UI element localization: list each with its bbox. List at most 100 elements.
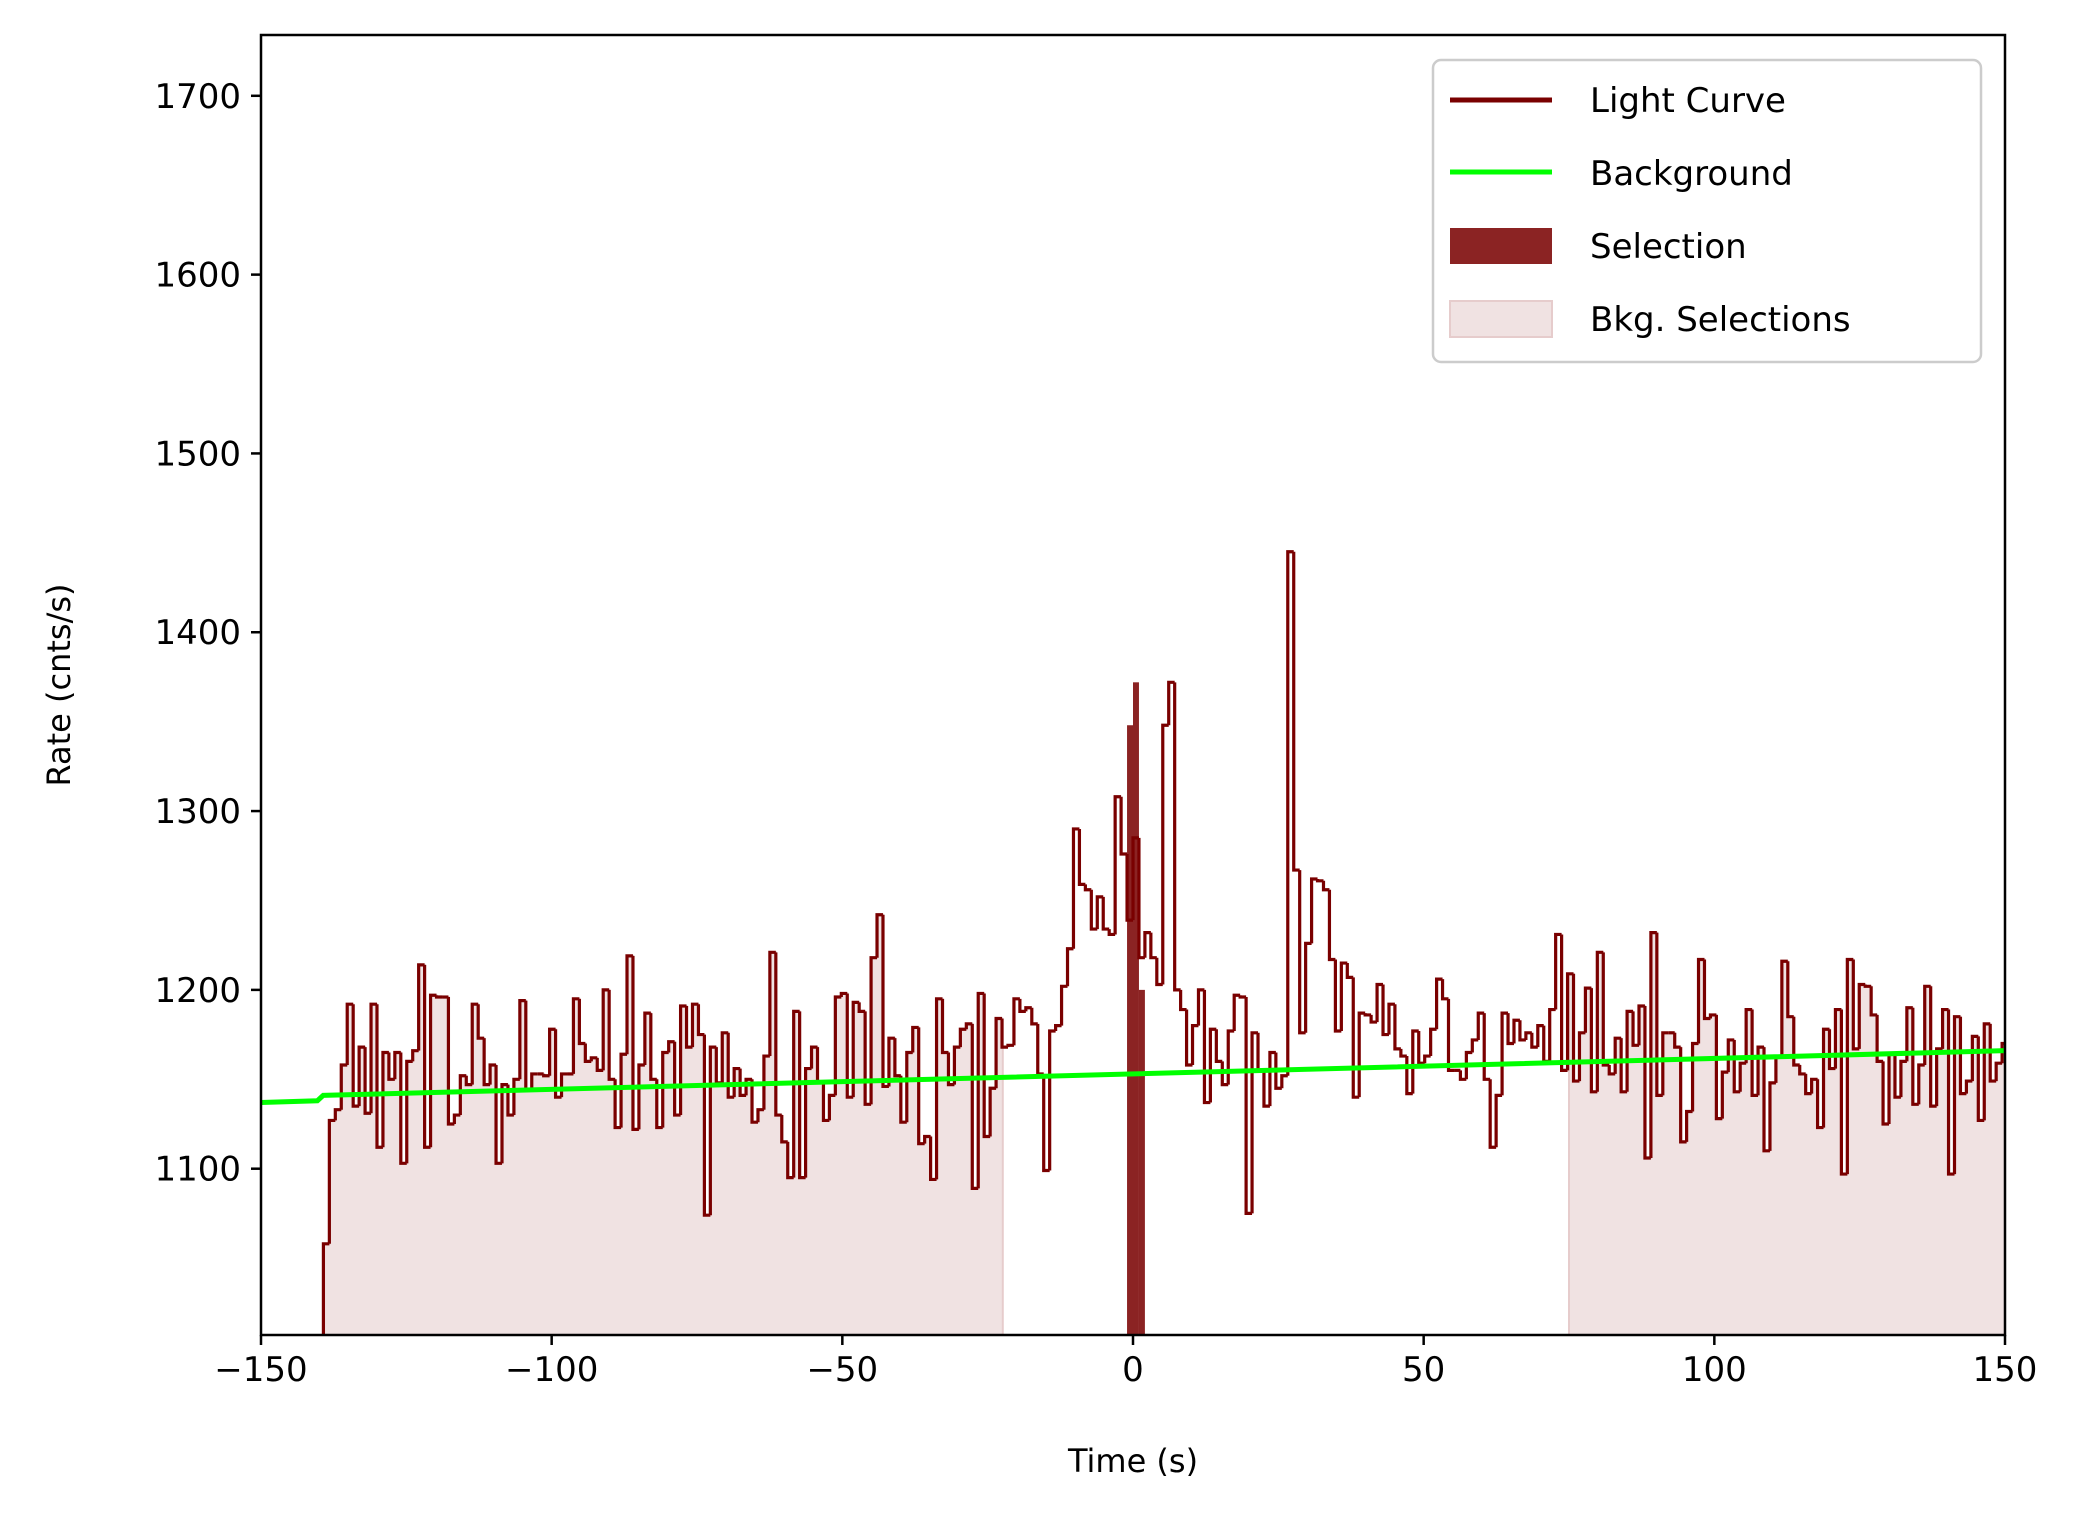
light-curve-bin [351, 1004, 360, 1108]
light-curve-bin [976, 991, 985, 1189]
light-curve-bin [875, 913, 883, 958]
light-curve-bin [1815, 1079, 1824, 1130]
light-curve-bin [357, 1045, 366, 1107]
light-curve-bin [393, 1050, 401, 1080]
light-curve-bin [1833, 1007, 1842, 1069]
light-curve-bin [1756, 1045, 1764, 1096]
light-curve-bin [1786, 961, 1794, 1019]
light-curve-bin [1137, 837, 1145, 960]
light-curve-bin [1030, 1007, 1038, 1026]
light-curve-bin [518, 999, 526, 1080]
light-curve-bin [506, 1084, 514, 1117]
y-tick-label: 1100 [154, 1150, 241, 1190]
light-curve-bin [1601, 952, 1610, 1067]
light-curve-bin [1482, 1013, 1491, 1081]
light-curve-bin [917, 1027, 925, 1146]
light-curve-bin [1304, 941, 1312, 1033]
light-curve-bin [1792, 1016, 1800, 1067]
light-curve-bin [851, 1000, 860, 1098]
light-curve-bin [1250, 1031, 1259, 1214]
light-curve-bin [1589, 988, 1598, 1094]
x-tick-label: −150 [214, 1350, 307, 1390]
light-curve-bin [1952, 1015, 1961, 1175]
light-curve-bin [1054, 1024, 1062, 1032]
light-curve-bin [1077, 828, 1086, 886]
light-curve-bin [1661, 1031, 1669, 1096]
light-curve-bin [405, 1059, 413, 1164]
light-curve-bin [1399, 1048, 1407, 1058]
light-curve-bin [1012, 997, 1020, 1046]
legend-box [1431, 58, 1983, 364]
legend-bkg-selections-swatch [1449, 300, 1553, 338]
light-curve-bin [1131, 836, 1139, 921]
light-curve-bin [809, 1045, 818, 1069]
light-curve-bin [1583, 986, 1592, 1033]
light-curve-bin [625, 954, 633, 1055]
light-curve-bin [726, 1032, 735, 1099]
light-curve-bin [1292, 551, 1300, 872]
light-curve-bin [1280, 1074, 1288, 1089]
light-curve-bin [738, 1068, 747, 1097]
light-curve-bin [655, 1079, 663, 1130]
light-curve-bin [1321, 880, 1330, 892]
light-curve-bin [1827, 1029, 1836, 1071]
light-curve-bin [1869, 986, 1878, 1017]
light-curve-bin [1565, 972, 1574, 1071]
light-curve-bin [1125, 853, 1133, 922]
light-curve-bin [423, 964, 431, 1149]
light-curve-bin [684, 1005, 693, 1049]
light-curve-bin [1208, 1027, 1217, 1103]
light-curve-bin [1149, 932, 1157, 960]
light-curve-bin [1976, 1036, 1985, 1123]
light-curve-bin [678, 1004, 687, 1116]
light-curve-bin [1595, 950, 1604, 1092]
y-axis-label: Rate (cnts/s) [40, 583, 78, 786]
selection-bar [1133, 682, 1139, 1335]
light-curve-bin [1387, 1002, 1395, 1035]
light-curve-bin [1762, 1047, 1770, 1153]
light-curve-bin [881, 914, 889, 1089]
light-curve-bin [1905, 1006, 1913, 1062]
light-curve-bin [1333, 959, 1342, 1033]
light-curve-bin [1851, 959, 1860, 1051]
light-curve-bin [1083, 884, 1092, 892]
light-curve-bin [1750, 1009, 1759, 1097]
light-curve-bin [964, 1022, 973, 1030]
y-tick-label: 1400 [154, 613, 241, 653]
light-curve-bin [1982, 1022, 1991, 1121]
light-curve-bin [821, 1082, 830, 1123]
light-curve-bin [345, 1002, 354, 1065]
light-curve-bin [690, 1002, 699, 1048]
light-curve-bin [1065, 947, 1074, 987]
light-curve-bin [1446, 998, 1455, 1072]
light-curve-bin [1619, 1038, 1628, 1094]
light-curve-bin [1726, 1038, 1735, 1073]
light-curve-bin [470, 1002, 479, 1085]
light-curve-bin [1804, 1073, 1812, 1096]
light-curve-bin [905, 1050, 913, 1123]
light-curve-bin [1994, 1061, 2003, 1082]
light-curve-bin [1351, 977, 1360, 1099]
light-curve-bin [417, 963, 425, 1051]
light-curve-bin [1798, 1064, 1806, 1076]
light-curve-bin [1024, 1006, 1032, 1012]
light-curve-bin [1625, 1009, 1634, 1092]
light-curve-bin [482, 1038, 491, 1087]
light-curve-bin [387, 1052, 395, 1081]
x-tick-label: 100 [1682, 1350, 1747, 1390]
light-curve-bin [613, 1079, 622, 1130]
background-line [260, 1048, 2006, 1106]
light-curve-bin [1970, 1034, 1979, 1082]
light-curve-bin [833, 995, 842, 1096]
light-curve-bin [1417, 1031, 1425, 1065]
light-curve-bin [1440, 979, 1449, 1001]
light-curve-bin [1113, 795, 1122, 935]
light-curve-bin [363, 1047, 372, 1115]
light-curve-bin [1536, 1024, 1544, 1048]
light-curve-bin [696, 1004, 705, 1037]
light-curve-bin [869, 956, 878, 1105]
light-curve-bin [1929, 986, 1937, 1108]
light-curve-bin [1714, 1014, 1723, 1121]
light-curve-bin [1018, 998, 1026, 1013]
x-tick-label: −50 [806, 1350, 878, 1390]
